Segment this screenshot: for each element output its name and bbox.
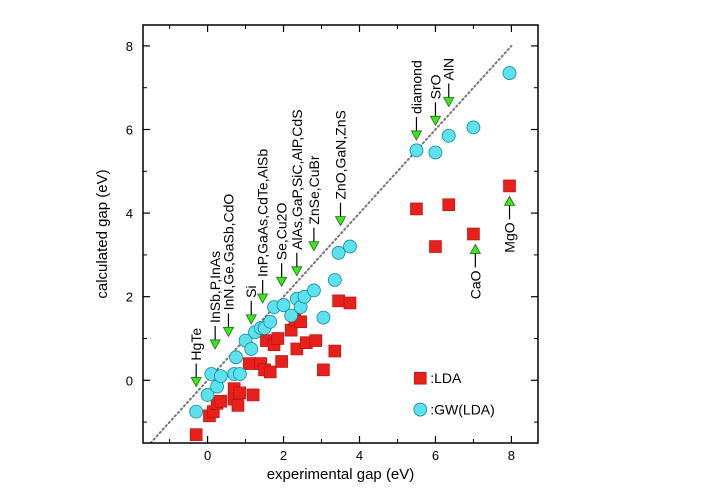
annotation-arrow-head [443, 97, 455, 108]
annotation-label: AlN [441, 58, 457, 81]
annotation-arrow-head [410, 130, 423, 141]
annotation-label: ZnO,GaN,ZnS [333, 110, 349, 199]
x-tick-label: 0 [204, 448, 211, 463]
gw-data-point [200, 388, 215, 402]
lda-data-point [294, 315, 307, 329]
lda-data-point [309, 334, 323, 347]
annotation-label: ZnSe,CuBr [306, 155, 322, 225]
legend-layer: :LDA :GW(LDA) [413, 370, 495, 418]
annotation-arrow-head [503, 195, 516, 206]
gw-data-point [229, 350, 243, 365]
lda-data-point [231, 399, 245, 412]
legend-lda-marker [413, 371, 427, 385]
lda-data-point [317, 363, 330, 377]
lda-data-point [429, 240, 442, 253]
gw-data-point [428, 145, 443, 160]
annotation-label: Si [243, 285, 259, 297]
gw-data-point [189, 404, 204, 419]
lda-data-point [467, 227, 480, 241]
lda-data-point [343, 296, 357, 310]
x-tick-label: 2 [280, 448, 287, 463]
gw-data-point [263, 314, 278, 329]
gw-data-point [316, 310, 331, 325]
annotation-label: InSb,P,InAs [207, 251, 223, 323]
annotation-label: Se,Cu2O [274, 203, 290, 261]
gw-data-point [297, 289, 312, 304]
y-tick-label: 2 [126, 290, 133, 305]
annotation-label: diamond [408, 60, 424, 114]
annotation-arrow-head [209, 339, 221, 350]
annotation-label: InP,GaAs,CdTe,AlSb [255, 149, 271, 277]
lda-data-point [328, 344, 342, 358]
legend-gw-label: :GW(LDA) [430, 402, 495, 418]
lda-data-point [214, 394, 228, 408]
lda-data-point [233, 386, 247, 400]
annotation-arrow-head [222, 327, 235, 338]
gw-data-point [232, 367, 247, 381]
y-tick-label: 6 [126, 123, 133, 138]
axes-layer: 0 2 4 6 8 0 2 4 6 8 experimental gap (eV) calculate… [94, 25, 538, 483]
annotation-arrow-head [308, 241, 320, 252]
annotation-label: AlAs,GaP,SiC,AlP,CdS [289, 109, 305, 249]
x-axis-title: experimental gap (eV) [267, 466, 415, 483]
annotation-arrow-head [291, 266, 303, 277]
lda-data-point [332, 294, 345, 308]
y-tick-label: 0 [126, 373, 133, 388]
annotation-label: HgTe [188, 328, 204, 361]
annotation-label: InN,Ge,GaSb,CdO [220, 194, 236, 311]
lda-data-point [271, 332, 285, 345]
gw-data-point [441, 128, 456, 143]
gw-data-point [331, 245, 346, 260]
lda-data-point [442, 198, 456, 212]
annotation-label: MgO [502, 222, 518, 252]
gw-data-point [244, 342, 259, 356]
legend-lda-label: :LDA [430, 370, 462, 386]
y-tick-label: 4 [126, 206, 133, 221]
annotation-arrow-head [469, 243, 482, 254]
plot-frame [142, 24, 539, 444]
lda-data-point [503, 179, 516, 193]
annotation-label: SrO [427, 74, 443, 99]
annotation-arrow-head [334, 216, 347, 227]
gw-data-point [502, 66, 517, 80]
y-axis-title: calculated gap (eV) [94, 169, 111, 298]
gw-data-point [276, 298, 291, 312]
gw-data-point [409, 143, 424, 158]
y-tick-label: 8 [126, 39, 133, 54]
lda-data-point [275, 355, 288, 368]
annotation-label: CaO [467, 270, 483, 299]
x-tick-label: 8 [508, 448, 515, 463]
gw-data-point [343, 239, 357, 254]
annotation-arrow-head [429, 115, 442, 127]
gw-data-point [307, 283, 321, 298]
lda-data-point [246, 388, 260, 402]
gw-data-point [213, 369, 228, 384]
gw-data-point [466, 120, 481, 135]
gw-data-point [284, 308, 299, 323]
lda-data-point [243, 357, 256, 370]
x-tick-label: 4 [356, 448, 363, 463]
legend-gw-marker [413, 402, 428, 417]
lda-data-point [189, 428, 203, 441]
annotation-arrow-head [190, 377, 202, 388]
annotation-arrow-head [275, 276, 288, 288]
x-tick-label: 6 [432, 448, 439, 463]
annotation-arrow-head [256, 293, 269, 304]
gw-data-point [327, 273, 342, 287]
lda-data-point [263, 365, 277, 379]
annotation-arrow-head [245, 314, 257, 325]
lda-data-point [410, 202, 423, 216]
data-points-layer [189, 66, 517, 441]
